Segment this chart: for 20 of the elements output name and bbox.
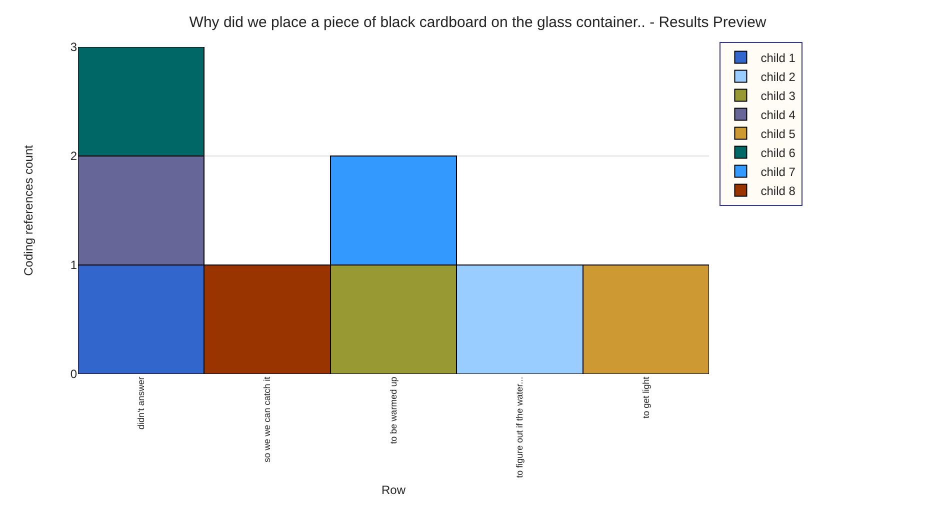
x-tick-label: to get light <box>640 376 651 418</box>
x-tick-label: to figure out if the water... <box>514 376 525 478</box>
x-axis-title: Row <box>381 482 406 497</box>
legend-label: child 7 <box>760 164 796 179</box>
x-tick-label: didn't answer <box>136 376 146 430</box>
y-tick-label: 3 <box>70 40 78 54</box>
legend-label: child 1 <box>760 50 796 65</box>
legend-label: child 6 <box>760 146 796 160</box>
y-axis-title: Coding references count <box>22 144 36 276</box>
y-tick-label: 1 <box>70 258 78 272</box>
x-tick-label: to be warmed up <box>388 376 398 444</box>
chart-title: Why did we place a piece of black cardboard on the glass container.. - Results Preview <box>189 14 766 31</box>
y-tick-label: 0 <box>70 367 78 382</box>
legend-label: child 5 <box>760 126 796 141</box>
legend-label: child 8 <box>760 184 796 198</box>
x-tick-label: so we we can catch it <box>262 376 272 462</box>
legend-label: child 2 <box>760 70 796 84</box>
legend-label: child 3 <box>760 88 796 103</box>
y-tick-label: 2 <box>70 149 78 164</box>
legend-label: child 4 <box>760 108 796 122</box>
